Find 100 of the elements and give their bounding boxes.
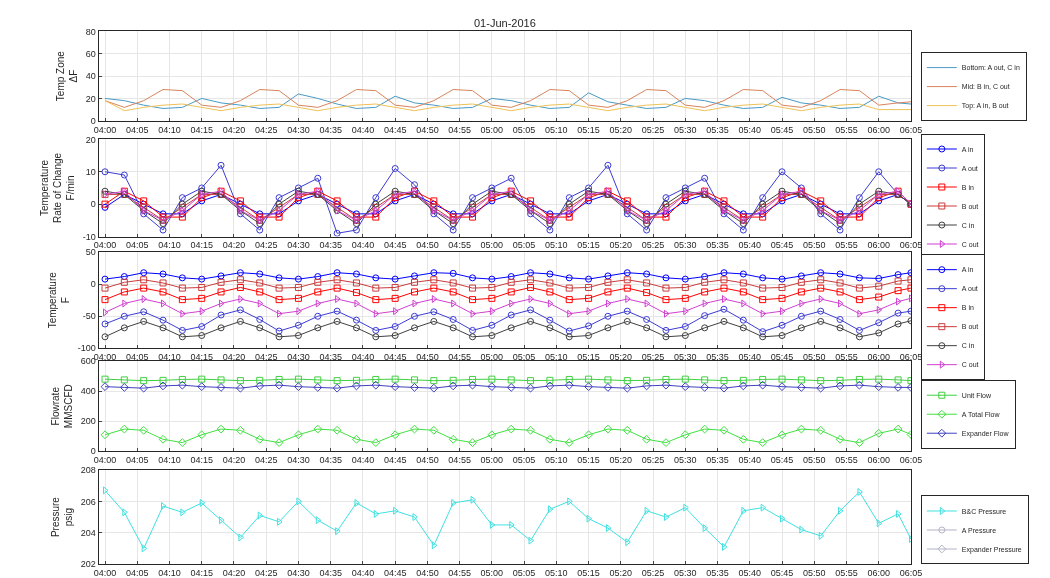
x-tick-label: 05:35 [706, 455, 729, 466]
y-tick-label: 40 [85, 71, 96, 82]
x-tick-label: 05:05 [512, 352, 536, 363]
x-tick-label: 05:10 [545, 455, 568, 466]
x-tick-label: 05:25 [641, 455, 665, 466]
x-tick-label: 05:55 [835, 124, 858, 135]
x-tick-label: 05:55 [835, 352, 858, 363]
x-tick-label: 05:10 [545, 240, 568, 251]
y-tick-label: 0 [90, 279, 96, 290]
y-axis-title: Temperature Rate of Change F/min [38, 152, 76, 223]
x-tick-label: 04:35 [319, 352, 342, 363]
y-axis-title: Temp Zone ΔF [54, 50, 79, 102]
x-tick-label: 06:00 [867, 455, 891, 466]
x-tick-label: 05:15 [577, 455, 600, 466]
x-tick-label: 05:30 [674, 455, 697, 466]
x-tick-label: 06:05 [899, 567, 923, 578]
x-tick-label: 05:20 [609, 567, 633, 578]
x-tick-label: 06:05 [899, 240, 923, 251]
x-tick-label: 04:15 [190, 455, 213, 466]
x-tick-label: 05:40 [738, 567, 762, 578]
x-tick-label: 04:15 [190, 567, 213, 578]
x-tick-label: 05:45 [770, 124, 794, 135]
x-tick-label: 05:45 [770, 352, 794, 363]
x-tick-label: 05:00 [480, 240, 504, 251]
x-tick-label: 05:35 [706, 240, 729, 251]
x-tick-label: 04:05 [125, 455, 149, 466]
x-tick-label: 06:00 [867, 352, 891, 363]
x-tick-label: 05:50 [803, 124, 826, 135]
x-tick-label: 06:05 [899, 124, 923, 135]
x-tick-label: 05:35 [706, 124, 729, 135]
x-tick-label: 04:25 [254, 567, 278, 578]
x-tick-label: 05:40 [738, 240, 762, 251]
x-tick-label: 04:55 [448, 240, 471, 251]
x-tick-label: 04:10 [158, 567, 181, 578]
x-tick-label: 05:40 [738, 455, 762, 466]
x-tick-label: 04:20 [222, 240, 246, 251]
x-tick-label: 05:05 [512, 124, 536, 135]
x-tick-label: 04:00 [93, 124, 117, 135]
y-tick-label: 400 [80, 386, 96, 397]
x-tick-label: 05:15 [577, 352, 600, 363]
x-tick-label: 04:10 [158, 124, 181, 135]
x-tick-label: 05:25 [641, 124, 665, 135]
x-tick-label: 06:00 [867, 240, 891, 251]
y-tick-label: 206 [80, 496, 96, 507]
x-tick-label: 05:45 [770, 567, 794, 578]
x-tick-label: 05:15 [577, 124, 600, 135]
x-tick-label: 04:25 [254, 124, 278, 135]
x-tick-label: 04:20 [222, 567, 246, 578]
x-tick-label: 05:55 [835, 567, 858, 578]
x-tick-label: 04:35 [319, 455, 342, 466]
x-tick-label: 04:25 [254, 352, 278, 363]
x-tick-label: 05:50 [803, 567, 826, 578]
x-tick-label: 04:15 [190, 352, 213, 363]
x-tick-label: 05:30 [674, 567, 697, 578]
x-tick-label: 05:35 [706, 567, 729, 578]
x-tick-label: 04:50 [416, 567, 439, 578]
x-tick-label: 05:40 [738, 352, 762, 363]
y-axis-title: Temperature F [46, 271, 71, 329]
x-tick-label: 04:20 [222, 455, 246, 466]
y-tick-label: 0 [90, 199, 96, 210]
x-tick-label: 05:55 [835, 240, 858, 251]
y-axis-title: Flowrate MMSCFD [49, 384, 74, 429]
x-tick-label: 04:45 [383, 455, 407, 466]
x-tick-label: 05:40 [738, 124, 762, 135]
y-tick-label: 0 [90, 446, 96, 457]
x-tick-label: 04:50 [416, 240, 439, 251]
chart-title: 01-Jun-2016 [474, 17, 536, 29]
x-tick-label: 05:50 [803, 240, 826, 251]
x-tick-label: 06:05 [899, 352, 923, 363]
x-tick-label: 04:50 [416, 455, 439, 466]
x-tick-label: 04:05 [125, 124, 149, 135]
x-tick-label: 05:30 [674, 240, 697, 251]
y-tick-label: -100 [77, 343, 96, 354]
x-tick-label: 05:55 [835, 455, 858, 466]
x-tick-label: 04:55 [448, 124, 471, 135]
y-tick-label: 600 [80, 356, 96, 367]
x-tick-label: 04:55 [448, 455, 471, 466]
x-tick-label: 04:05 [125, 352, 149, 363]
x-tick-label: 04:25 [254, 240, 278, 251]
x-tick-label: 05:00 [480, 124, 504, 135]
x-tick-label: 05:10 [545, 567, 568, 578]
x-tick-label: 05:15 [577, 240, 600, 251]
x-tick-label: 04:30 [287, 240, 310, 251]
x-tick-label: 05:00 [480, 455, 504, 466]
x-tick-label: 05:15 [577, 567, 600, 578]
x-tick-label: 04:05 [125, 240, 149, 251]
x-tick-label: 04:40 [351, 455, 375, 466]
y-tick-label: 80 [85, 26, 96, 37]
x-tick-label: 05:45 [770, 240, 794, 251]
x-tick-label: 04:40 [351, 567, 375, 578]
x-tick-label: 04:30 [287, 455, 310, 466]
y-tick-label: 20 [85, 134, 96, 145]
x-tick-label: 05:30 [674, 352, 697, 363]
x-tick-label: 05:25 [641, 240, 665, 251]
x-tick-label: 04:45 [383, 124, 407, 135]
x-tick-label: 06:00 [867, 124, 891, 135]
x-tick-label: 04:15 [190, 240, 213, 251]
x-tick-label: 06:00 [867, 567, 891, 578]
x-tick-label: 05:20 [609, 124, 633, 135]
x-tick-label: 05:10 [545, 124, 568, 135]
